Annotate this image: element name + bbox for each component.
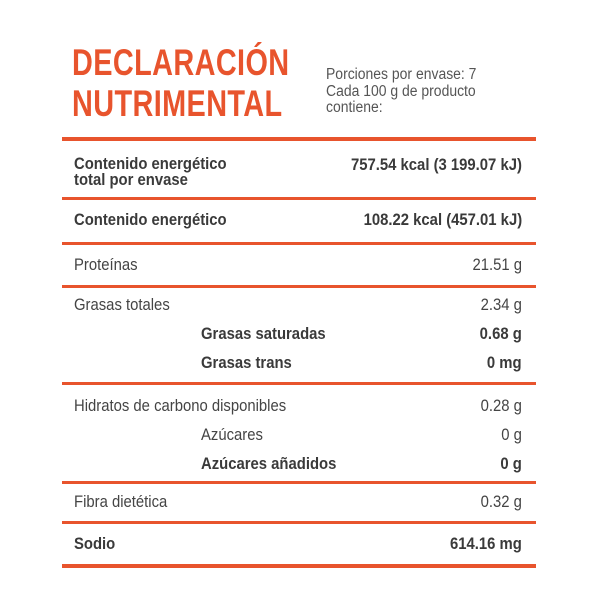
total-fat-label: Grasas totales: [74, 296, 170, 314]
servings-per-container: Porciones por envase: 7: [326, 66, 477, 83]
panel-title: DECLARACIÓN NUTRIMENTAL: [72, 42, 290, 124]
sugars-value: 0 g: [501, 426, 522, 444]
divider: [62, 382, 536, 385]
energy-total-value: 757.54 kcal (3 199.07 kJ): [351, 156, 522, 174]
protein-value: 21.51 g: [472, 256, 522, 274]
title-line-2: NUTRIMENTAL: [72, 83, 283, 124]
carbohydrates-value: 0.28 g: [480, 397, 522, 415]
trans-fat-value: 0 mg: [487, 354, 522, 372]
divider: [62, 481, 536, 484]
footer-divider: [62, 564, 536, 568]
title-line-1: DECLARACIÓN: [72, 42, 290, 83]
total-fat-value: 2.34 g: [480, 296, 522, 314]
header-divider: [62, 137, 536, 141]
saturated-fat-value: 0.68 g: [479, 325, 522, 343]
sodium-value: 614.16 mg: [450, 535, 522, 553]
per-100g-line: Cada 100 g de producto: [326, 82, 476, 100]
protein-label: Proteínas: [74, 256, 138, 274]
serving-info: Porciones por envase: 7 Cada 100 g de pr…: [326, 66, 477, 117]
energy-total-label: Contenido energético total por envase: [74, 155, 227, 189]
fiber-label: Fibra dietética: [74, 493, 168, 511]
contains-line: contiene:: [326, 99, 383, 116]
divider: [62, 521, 536, 524]
carbohydrates-label: Hidratos de carbono disponibles: [74, 397, 287, 415]
energy-label: Contenido energético: [74, 211, 227, 229]
nutrition-facts-panel: DECLARACIÓN NUTRIMENTAL Porciones por en…: [62, 0, 536, 600]
divider: [62, 242, 536, 245]
sugars-label: Azúcares: [201, 426, 263, 444]
divider: [62, 197, 536, 200]
divider: [62, 285, 536, 288]
trans-fat-label: Grasas trans: [201, 354, 292, 372]
saturated-fat-label: Grasas saturadas: [201, 325, 326, 343]
added-sugars-label: Azúcares añadidos: [201, 455, 337, 473]
fiber-value: 0.32 g: [480, 493, 522, 511]
added-sugars-value: 0 g: [500, 455, 522, 473]
energy-value: 108.22 kcal (457.01 kJ): [363, 211, 522, 229]
sodium-label: Sodio: [74, 535, 116, 553]
